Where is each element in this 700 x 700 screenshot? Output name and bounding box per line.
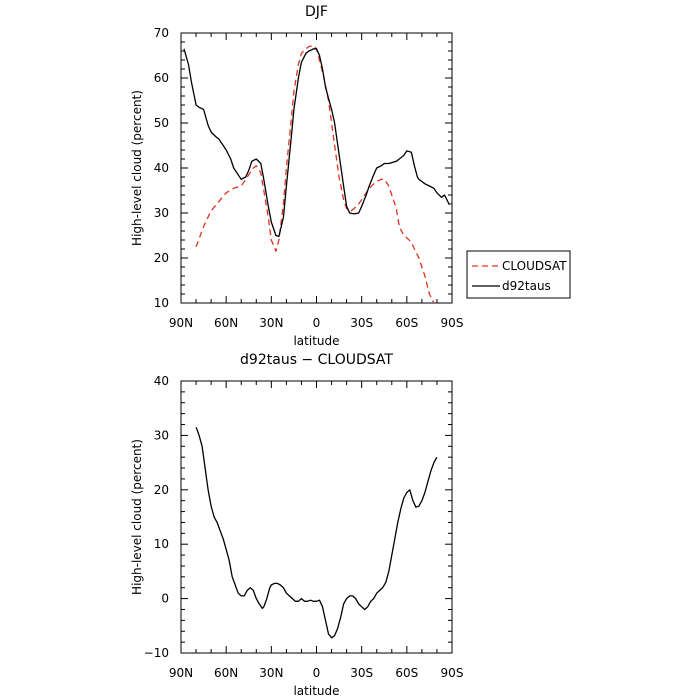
c2-y-tick-label: 10 xyxy=(154,537,169,551)
c2-y-tick-label: 30 xyxy=(154,428,169,442)
c1-x-axis-label: latitude xyxy=(293,334,339,348)
c2-x-tick-label: 30N xyxy=(259,666,283,680)
c1-y-tick-label: 20 xyxy=(154,251,169,265)
c2-y-tick-label: 0 xyxy=(161,592,169,606)
c2-x-tick-label: 0 xyxy=(313,666,321,680)
c2-title: d92taus − CLOUDSAT xyxy=(240,352,393,368)
c1-x-tick-label: 30S xyxy=(350,316,373,330)
c2-x-axis-label: latitude xyxy=(293,684,339,698)
legend-label-cloudsat: CLOUDSAT xyxy=(502,259,567,273)
c1-series-line-cloudsat xyxy=(195,44,435,303)
chart-djf: DJF latitude High-level cloud (percent) 90N… xyxy=(130,4,463,348)
chart-difference: d92taus − CLOUDSAT latitude High-level clo… xyxy=(130,352,463,698)
c1-title: DJF xyxy=(305,4,328,20)
c1-x-tick-label: 90S xyxy=(441,316,464,330)
c1-series-line-d92taus xyxy=(183,48,450,238)
c1-x-tick-label: 60S xyxy=(395,316,418,330)
c2-y-tick-label: 20 xyxy=(154,483,169,497)
c1-x-tick-label: 90N xyxy=(169,316,193,330)
c1-plot-frame xyxy=(180,32,453,304)
c2-x-tick-label: 60N xyxy=(214,666,238,680)
legend-box xyxy=(466,250,571,299)
c1-x-tick-label: 0 xyxy=(313,316,321,330)
c2-x-tick-label: 60S xyxy=(395,666,418,680)
legend: CLOUDSAT d92taus xyxy=(466,250,571,299)
c2-y-tick-label: −10 xyxy=(144,646,169,660)
c1-x-tick-label: 30N xyxy=(259,316,283,330)
c1-y-axis-label: High-level cloud (percent) xyxy=(130,90,144,246)
c1-x-tick-label: 60N xyxy=(214,316,238,330)
c2-x-tick-label: 30S xyxy=(350,666,373,680)
c1-y-tick-label: 30 xyxy=(154,206,169,220)
c1-y-tick-label: 10 xyxy=(154,296,169,310)
c2-y-axis-label: High-level cloud (percent) xyxy=(130,439,144,595)
c1-y-tick-label: 50 xyxy=(154,116,169,130)
c1-y-tick-label: 60 xyxy=(154,71,169,85)
c2-plot-frame xyxy=(180,380,453,654)
c2-x-tick-label: 90S xyxy=(441,666,464,680)
c1-y-tick-label: 70 xyxy=(154,26,169,40)
c2-series-line-difference xyxy=(195,426,438,639)
c2-y-tick-label: 40 xyxy=(154,374,169,388)
c2-x-tick-label: 90N xyxy=(169,666,193,680)
legend-label-d92taus: d92taus xyxy=(502,279,551,293)
c1-y-tick-label: 40 xyxy=(154,161,169,175)
